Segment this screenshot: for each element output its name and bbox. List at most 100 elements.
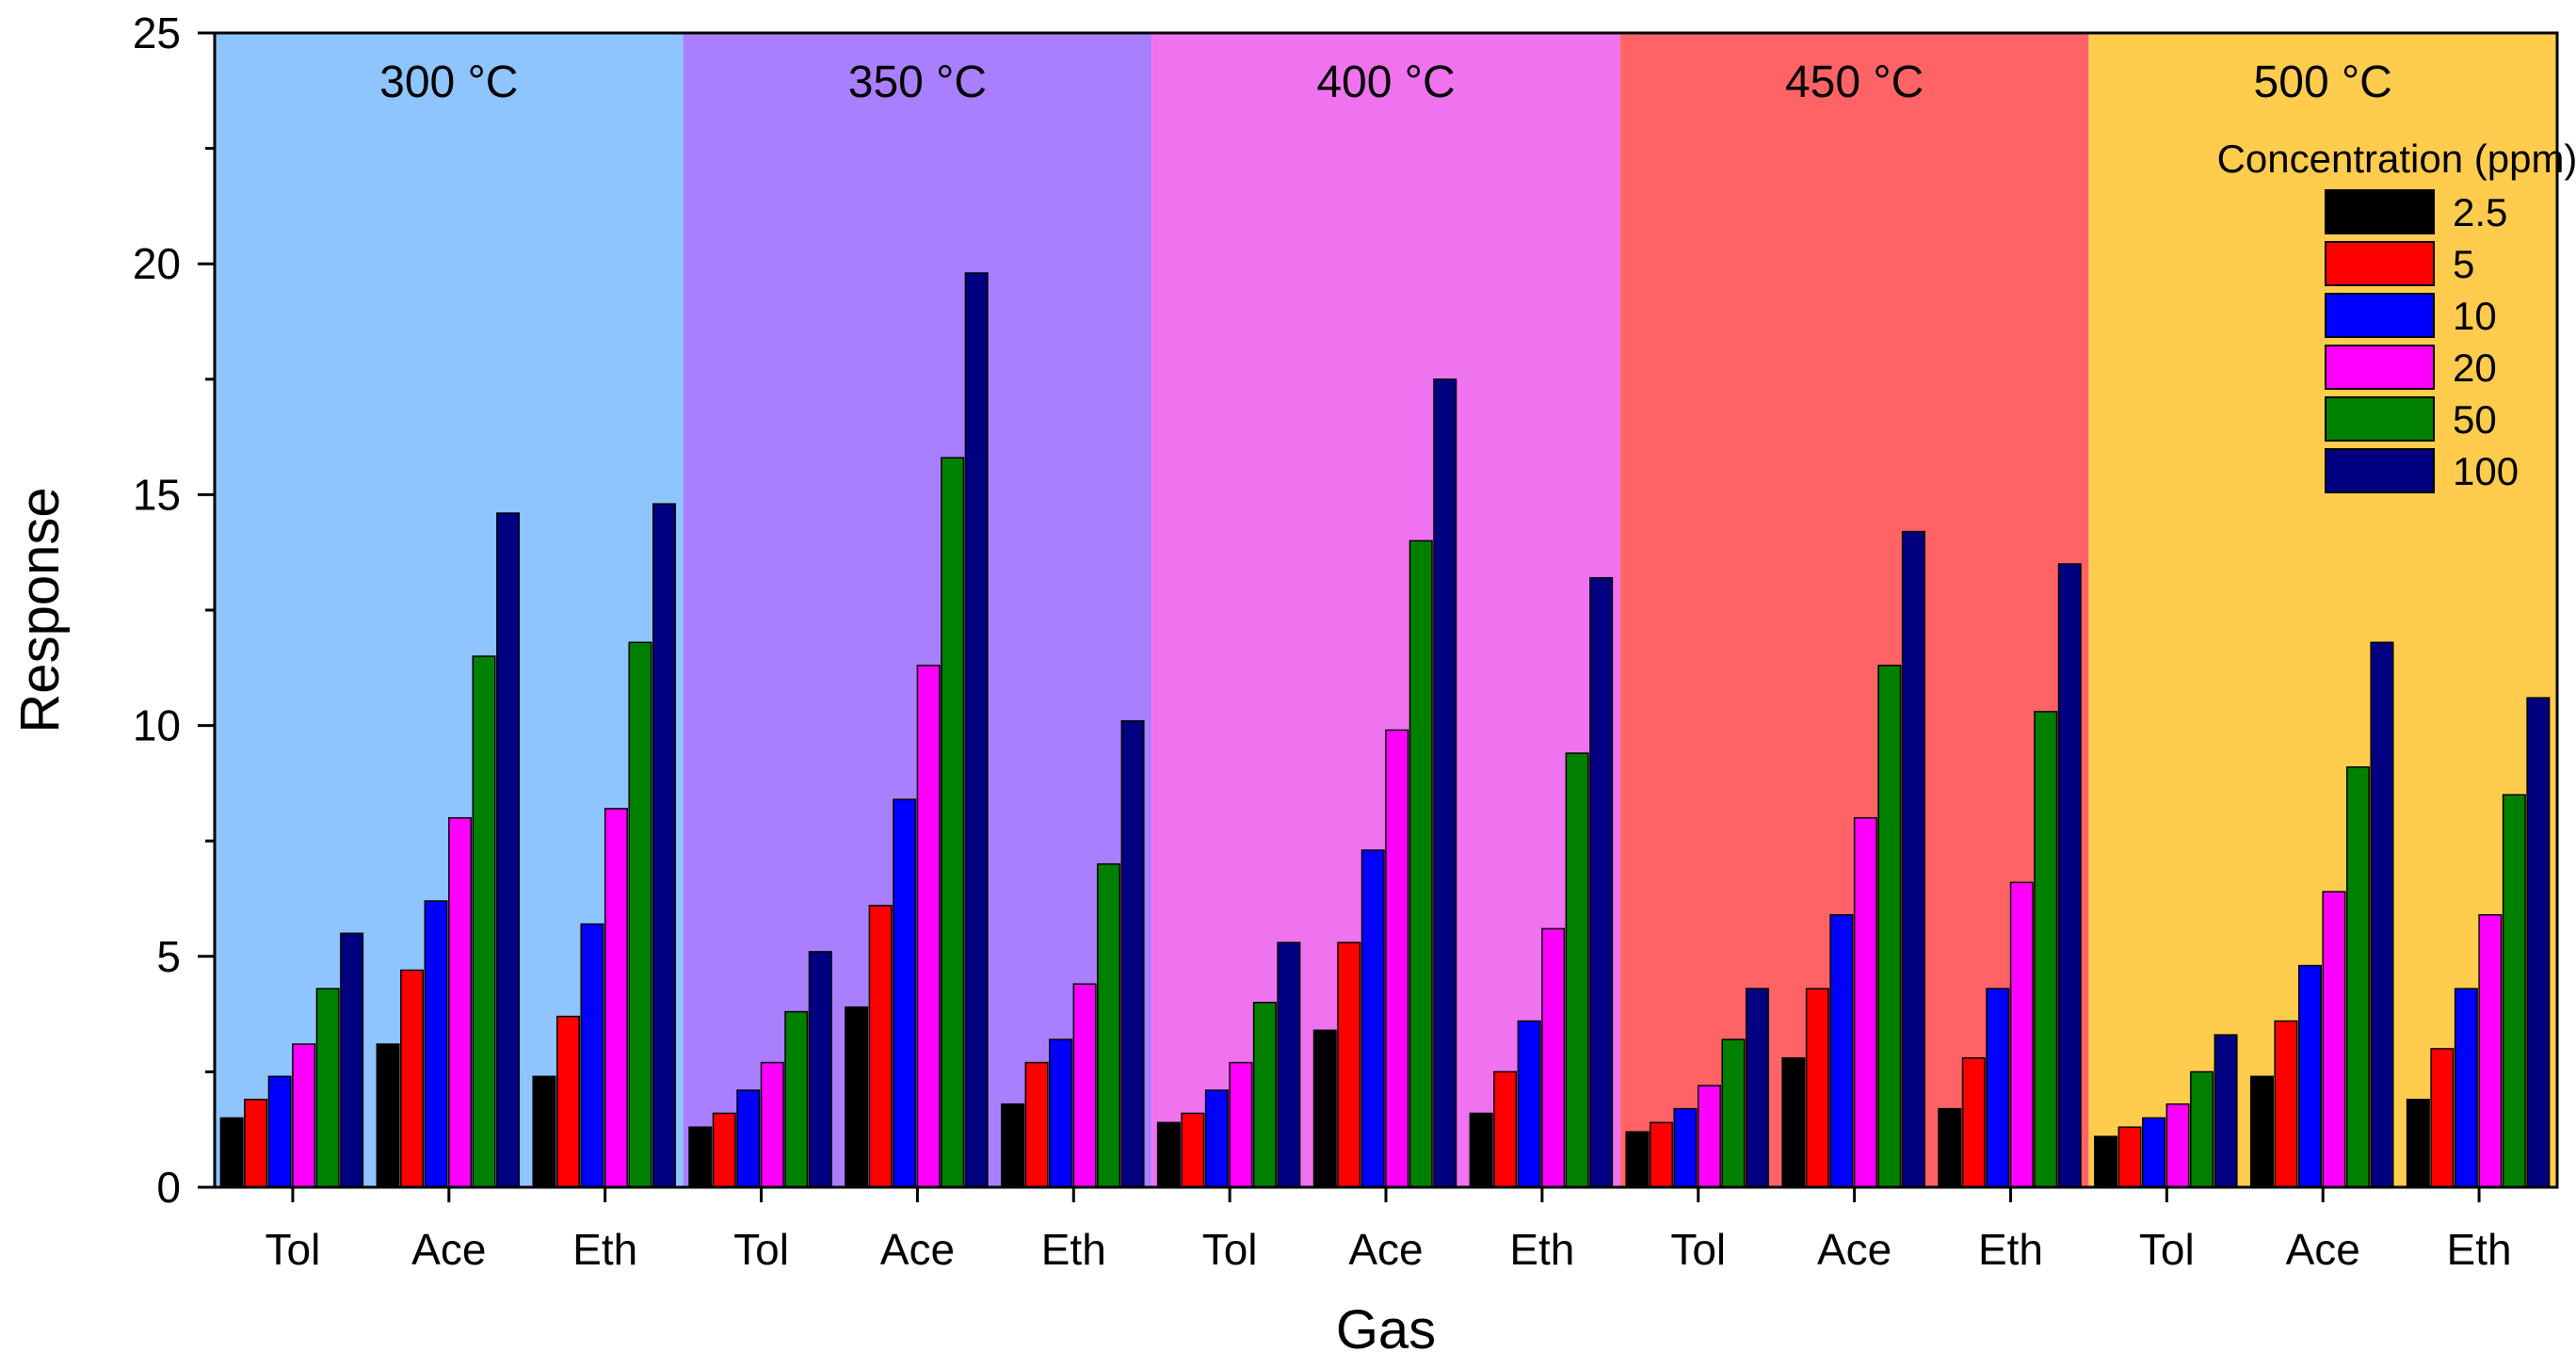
legend-label-20: 20 [2453,346,2497,390]
bar-tol-10 [2142,1117,2166,1188]
panel-titles: 300 °C 350 °C 400 °C 450 °C 500 °C [379,57,2392,107]
bar-eth-100 [2057,563,2082,1188]
bar-eth-20 [604,808,628,1188]
bar-ace-100 [496,512,521,1188]
bar-tol-100 [1745,988,1769,1188]
legend-label-10: 10 [2453,294,2497,338]
bar-eth-5 [555,1015,580,1188]
bar-eth-2.5 [1001,1102,1025,1188]
legend-swatch-2.5 [2325,189,2435,234]
x-tick-label: Tol [1670,1225,1726,1274]
bar-ace-50 [941,457,965,1188]
bar-tol-20 [2165,1102,2190,1188]
x-tick-label: Eth [2447,1225,2512,1274]
x-tick-label: Tol [266,1225,321,1274]
bar-ace-10 [1360,849,1385,1188]
bar-tol-5 [2117,1126,2142,1188]
legend-swatch-10 [2325,293,2435,338]
bar-tol-5 [712,1112,736,1188]
panel-title: 500 °C [2254,57,2392,107]
bar-eth-100 [2526,697,2551,1188]
bar-ace-5 [868,905,893,1188]
bar-eth-10 [1517,1020,1541,1188]
bar-tol-100 [340,932,364,1188]
panel-title: 300 °C [379,57,518,107]
bar-tol-100 [1277,942,1301,1188]
bar-ace-10 [424,900,448,1188]
bar-tol-50 [1252,1002,1277,1188]
bar-eth-50 [1097,862,1121,1188]
x-tick-label: Eth [1509,1225,1574,1274]
bar-ace-50 [472,655,496,1188]
bar-eth-10 [1986,988,2010,1188]
bar-tol-5 [244,1099,268,1188]
plot-frame [213,31,2559,1189]
x-tick-label: Eth [1041,1225,1106,1274]
bar-eth-10 [580,923,604,1188]
bar-eth-50 [2034,711,2058,1188]
x-tick-label: Ace [2286,1225,2360,1274]
bar-ace-10 [893,798,917,1188]
bar-eth-2.5 [2406,1099,2430,1188]
bar-ace-50 [1877,665,1902,1188]
bar-ace-10 [2297,964,2322,1188]
bar-tol-20 [1697,1085,1721,1188]
bar-eth-5 [1961,1056,1986,1188]
bar-tol-10 [267,1075,292,1188]
bar-tol-100 [2214,1034,2238,1188]
bar-tol-2.5 [688,1126,713,1188]
axis-ticks [198,31,2481,1202]
panel-title: 450 °C [1785,57,1924,107]
bar-eth-5 [1493,1070,1518,1188]
bar-ace-20 [2322,891,2346,1188]
bar-tol-50 [315,988,340,1188]
legend-swatch-20 [2325,345,2435,390]
bar-tol-20 [292,1043,316,1188]
bar-tol-100 [808,951,832,1188]
bar-eth-2.5 [532,1075,556,1188]
bar-ace-50 [1409,539,1433,1188]
legend-label-5: 5 [2453,242,2474,286]
bar-ace-100 [1901,530,1925,1188]
bar-tol-2.5 [219,1117,244,1188]
bar-ace-5 [1337,942,1361,1188]
bar-ace-50 [2345,765,2370,1188]
bar-ace-20 [1853,816,1877,1188]
y-tick-label: 10 [133,701,181,750]
x-tick-label: Tol [733,1225,789,1274]
legend-swatch-50 [2325,396,2435,442]
bar-tol-10 [736,1089,761,1188]
y-tick-label: 20 [133,239,181,288]
legend: Concentration (ppm) 2.5 5 10 20 50 100 [2217,137,2576,493]
x-tick-label: Tol [1202,1225,1258,1274]
y-tick-label: 15 [133,470,181,519]
bar-ace-5 [1805,988,1829,1188]
bar-eth-20 [2478,913,2503,1188]
bar-ace-2.5 [1312,1029,1337,1188]
bar-ace-100 [964,272,989,1188]
bar-ace-20 [448,816,473,1188]
bar-ace-20 [916,665,941,1188]
bar-ace-10 [1829,913,1854,1188]
bar-tol-5 [1181,1112,1205,1188]
bar-tol-10 [1204,1089,1229,1188]
x-tick-label: Ace [1348,1225,1423,1274]
bar-tol-50 [784,1010,809,1188]
x-tick-label: Ace [1817,1225,1892,1274]
bar-eth-10 [1049,1038,1073,1188]
x-tick-label: Eth [572,1225,637,1274]
bar-eth-100 [1120,719,1145,1188]
bar-tol-20 [1229,1061,1253,1188]
bar-ace-2.5 [1781,1056,1806,1188]
y-tick-label: 0 [156,1163,181,1212]
bar-tol-2.5 [1156,1121,1181,1188]
bar-ace-20 [1385,729,1409,1188]
bar-eth-2.5 [1938,1107,1962,1188]
legend-title: Concentration (ppm) [2217,137,2576,181]
bar-eth-50 [628,641,652,1188]
bar-eth-20 [1072,983,1097,1188]
y-tick-labels: 0 5 10 15 20 25 [133,8,181,1212]
bars [219,272,2551,1188]
panel-title: 400 °C [1316,57,1455,107]
